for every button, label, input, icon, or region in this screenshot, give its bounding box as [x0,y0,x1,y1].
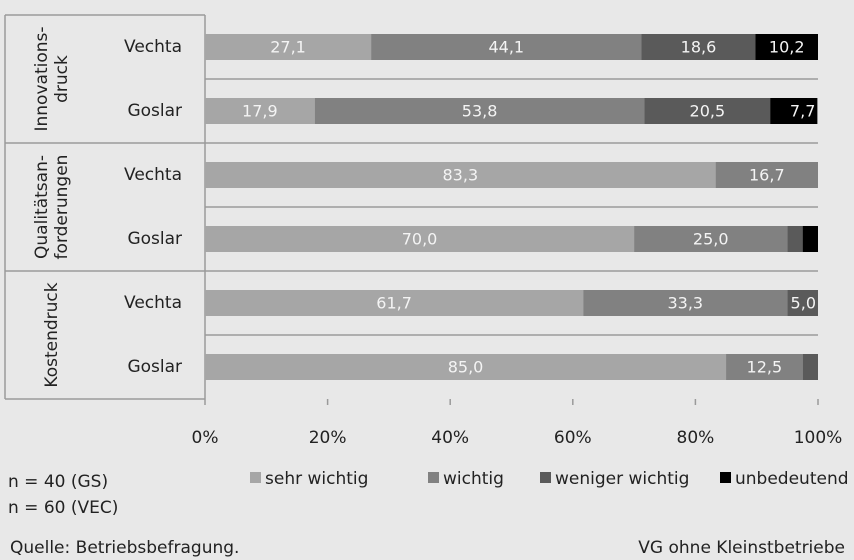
legend-label: sehr wichtig [265,469,368,489]
data-label: 83,3 [443,166,479,185]
legend-swatch [720,472,731,483]
data-label: 10,2 [769,38,805,57]
bar-segment [802,226,818,252]
group-label: Kostendruck [42,282,62,387]
note: n = 40 (GS) [8,472,108,492]
bar-segment [205,226,635,252]
data-label: 16,7 [749,166,785,185]
bar-segment [205,34,372,60]
data-label: 70,0 [402,230,438,249]
bar-segment [371,34,642,60]
x-tick-label: 80% [677,428,715,448]
x-tick-label: 40% [431,428,469,448]
data-label: 5,0 [791,294,816,313]
bar-segment [205,354,727,380]
data-label: 27,1 [270,38,306,57]
x-tick-label: 100% [794,428,843,448]
group-label: Qualitätsan-forderungen [32,155,72,260]
data-label: 53,8 [462,102,498,121]
legend-label: unbedeutend [735,469,849,489]
group-label-line: druck [52,55,72,103]
y-tick-label: Vechta [124,37,182,57]
bar-segment [205,290,584,316]
legend-label: weniger wichtig [555,469,689,489]
bar-segment [641,34,756,60]
data-label: 61,7 [376,294,412,313]
bar-segment [726,354,803,380]
bar-segment [787,290,818,316]
data-label: 85,0 [448,358,484,377]
bar-segment [770,98,818,124]
data-label: 25,0 [693,230,729,249]
y-tick-label: Goslar [127,357,182,377]
legend-swatch [540,472,551,483]
y-tick-label: Vechta [124,165,182,185]
data-label: 7,7 [790,102,815,121]
bar-segment [583,290,788,316]
footnote: VG ohne Kleinstbetriebe [638,538,845,558]
bar-segment [802,354,818,380]
group-label-line: Innovations- [32,27,52,132]
bar-segment [644,98,771,124]
data-label: 20,5 [690,102,726,121]
x-tick-label: 60% [554,428,592,448]
y-tick-label: Goslar [127,229,182,249]
bar-segment [715,162,818,188]
x-tick-label: 20% [309,428,347,448]
bar-segment [205,162,716,188]
x-tick-label: 0% [192,428,219,448]
data-label: 33,3 [667,294,703,313]
y-tick-label: Vechta [124,293,182,313]
group-label: Innovations-druck [32,27,72,132]
group-label-line: Kostendruck [42,282,62,387]
data-label: 44,1 [488,38,524,57]
bar-segment [755,34,818,60]
bar-segment [634,226,788,252]
data-label: 12,5 [747,358,783,377]
note: n = 60 (VEC) [8,498,118,518]
group-label-line: Qualitätsan- [32,155,52,259]
y-tick-label: Goslar [127,101,182,121]
data-label: 18,6 [681,38,717,57]
group-label-line: forderungen [52,155,72,260]
bar-segment [787,226,803,252]
source: Quelle: Betriebsbefragung. [10,538,239,558]
legend-swatch [250,472,261,483]
legend-swatch [428,472,439,483]
bar-segment [205,98,315,124]
bar-segment [314,98,645,124]
legend-label: wichtig [443,469,504,489]
data-label: 17,9 [242,102,278,121]
